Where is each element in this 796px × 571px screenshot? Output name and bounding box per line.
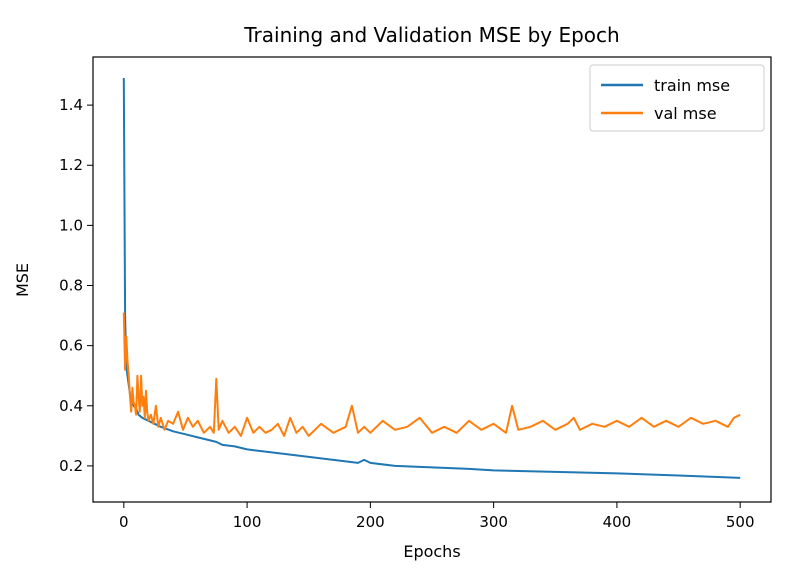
x-tick-label: 200 — [356, 513, 385, 531]
legend-label-val-mse: val mse — [654, 104, 717, 123]
y-tick-label: 0.2 — [59, 457, 83, 475]
y-tick-label: 0.6 — [59, 337, 83, 355]
y-tick-label: 0.4 — [59, 397, 83, 415]
legend-label-train-mse: train mse — [654, 76, 730, 95]
y-axis: 0.2 0.4 0.6 0.8 1.0 1.2 1.4 — [59, 96, 93, 475]
chart-title: Training and Validation MSE by Epoch — [243, 23, 619, 47]
x-tick-label: 100 — [233, 513, 262, 531]
x-tick-label: 300 — [479, 513, 508, 531]
x-tick-label: 400 — [603, 513, 632, 531]
y-tick-label: 1.0 — [59, 216, 83, 234]
y-tick-label: 0.8 — [59, 277, 83, 295]
y-tick-label: 1.2 — [59, 156, 83, 174]
x-axis: 0 100 200 300 400 500 — [119, 502, 755, 531]
series-line-val-mse — [122, 312, 741, 437]
x-axis-label: Epochs — [403, 542, 460, 561]
x-tick-label: 500 — [726, 513, 755, 531]
x-tick-label: 0 — [119, 513, 129, 531]
legend: train mse val mse — [589, 64, 765, 132]
y-axis-label: MSE — [13, 263, 32, 297]
y-tick-label: 1.4 — [59, 96, 83, 114]
legend-box — [589, 64, 765, 132]
series-layer — [122, 77, 741, 479]
